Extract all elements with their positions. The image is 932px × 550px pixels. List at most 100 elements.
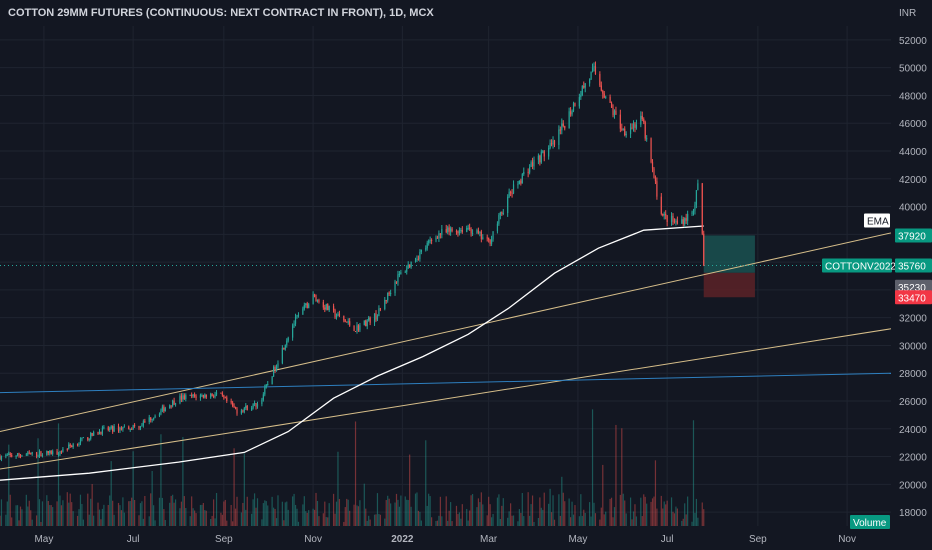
- candle-body[interactable]: [87, 437, 89, 440]
- candle-body[interactable]: [261, 399, 263, 405]
- candle-body[interactable]: [470, 229, 472, 234]
- candle-body[interactable]: [189, 394, 191, 396]
- candle-body[interactable]: [366, 320, 368, 327]
- candle-body[interactable]: [346, 321, 348, 323]
- candle-body[interactable]: [398, 273, 401, 275]
- candle-body[interactable]: [602, 90, 604, 94]
- candle-body[interactable]: [589, 79, 591, 84]
- candle-body[interactable]: [384, 300, 386, 310]
- candle-body[interactable]: [397, 274, 399, 283]
- candle-body[interactable]: [687, 213, 689, 221]
- candle-body[interactable]: [624, 128, 626, 136]
- candle-body[interactable]: [338, 313, 341, 316]
- candle-body[interactable]: [142, 421, 144, 426]
- candle-body[interactable]: [542, 151, 544, 153]
- horizontal-ray[interactable]: [0, 372, 892, 394]
- candle-body[interactable]: [286, 340, 288, 346]
- candle-body[interactable]: [277, 363, 279, 367]
- candle-body[interactable]: [584, 83, 586, 88]
- candle-body[interactable]: [134, 425, 136, 427]
- candle-body[interactable]: [210, 393, 212, 398]
- candle-body[interactable]: [583, 85, 585, 88]
- candle-body[interactable]: [438, 233, 440, 239]
- candle-body[interactable]: [100, 431, 102, 434]
- candle-body[interactable]: [537, 155, 540, 160]
- candle-body[interactable]: [318, 299, 320, 303]
- candle-body[interactable]: [211, 393, 213, 397]
- candle-body[interactable]: [662, 213, 664, 216]
- candle-body[interactable]: [539, 155, 541, 163]
- candle-body[interactable]: [267, 384, 269, 386]
- candle-body[interactable]: [284, 345, 286, 350]
- candle-body[interactable]: [640, 115, 642, 125]
- candle-body[interactable]: [265, 384, 267, 388]
- candle-body[interactable]: [25, 454, 27, 456]
- candle-body[interactable]: [139, 426, 142, 429]
- candle-body[interactable]: [98, 431, 101, 435]
- candle-body[interactable]: [117, 426, 120, 431]
- candle-body[interactable]: [480, 231, 482, 239]
- candle-body[interactable]: [376, 316, 379, 320]
- candle-body[interactable]: [81, 437, 83, 440]
- candle-body[interactable]: [232, 402, 234, 407]
- candle-body[interactable]: [337, 313, 339, 317]
- candle-body[interactable]: [9, 453, 11, 456]
- candle-body[interactable]: [88, 438, 90, 440]
- candle-body[interactable]: [520, 180, 522, 184]
- candle-body[interactable]: [15, 455, 17, 457]
- candle-body[interactable]: [613, 110, 616, 115]
- candle-body[interactable]: [521, 174, 523, 184]
- candle-body[interactable]: [419, 252, 421, 259]
- candle-body[interactable]: [303, 305, 305, 309]
- candle-body[interactable]: [262, 394, 264, 400]
- candle-body[interactable]: [174, 403, 177, 405]
- candle-body[interactable]: [107, 427, 109, 431]
- candle-body[interactable]: [16, 453, 19, 456]
- candle-body[interactable]: [476, 230, 478, 233]
- candle-body[interactable]: [283, 347, 285, 350]
- candle-body[interactable]: [653, 168, 655, 178]
- candle-body[interactable]: [5, 455, 7, 457]
- candle-body[interactable]: [103, 427, 105, 429]
- candle-body[interactable]: [388, 292, 390, 294]
- candle-body[interactable]: [486, 237, 488, 239]
- candle-body[interactable]: [144, 421, 146, 423]
- candle-body[interactable]: [643, 119, 645, 123]
- candle-body[interactable]: [66, 448, 68, 450]
- candle-body[interactable]: [436, 237, 439, 239]
- candle-body[interactable]: [518, 180, 520, 185]
- candle-body[interactable]: [172, 400, 174, 407]
- candle-body[interactable]: [512, 184, 515, 194]
- candle-body[interactable]: [625, 133, 627, 136]
- candle-body[interactable]: [243, 408, 245, 412]
- candle-body[interactable]: [173, 400, 175, 405]
- candle-body[interactable]: [673, 221, 676, 223]
- candle-body[interactable]: [315, 296, 317, 302]
- candle-body[interactable]: [325, 303, 327, 310]
- candle-body[interactable]: [471, 232, 474, 234]
- candle-body[interactable]: [240, 410, 243, 414]
- candle-body[interactable]: [349, 321, 351, 326]
- candle-body[interactable]: [441, 229, 443, 235]
- candle-body[interactable]: [692, 210, 695, 213]
- candle-body[interactable]: [425, 248, 427, 250]
- candle-body[interactable]: [150, 417, 152, 420]
- candle-body[interactable]: [215, 392, 218, 395]
- candle-body[interactable]: [113, 426, 115, 432]
- candle-body[interactable]: [129, 428, 131, 430]
- trendline[interactable]: [0, 232, 892, 433]
- candle-body[interactable]: [591, 67, 594, 72]
- candle-body[interactable]: [660, 196, 662, 214]
- candle-body[interactable]: [27, 452, 29, 455]
- candle-body[interactable]: [343, 315, 345, 321]
- candle-body[interactable]: [31, 452, 33, 454]
- stop-zone[interactable]: [703, 272, 755, 298]
- candlesticks[interactable]: [0, 61, 705, 462]
- candle-body[interactable]: [185, 395, 187, 400]
- candle-body[interactable]: [695, 190, 698, 205]
- candle-body[interactable]: [141, 425, 143, 427]
- candle-body[interactable]: [46, 451, 48, 455]
- candle-body[interactable]: [458, 230, 460, 234]
- candle-body[interactable]: [202, 395, 204, 398]
- candle-body[interactable]: [18, 453, 20, 456]
